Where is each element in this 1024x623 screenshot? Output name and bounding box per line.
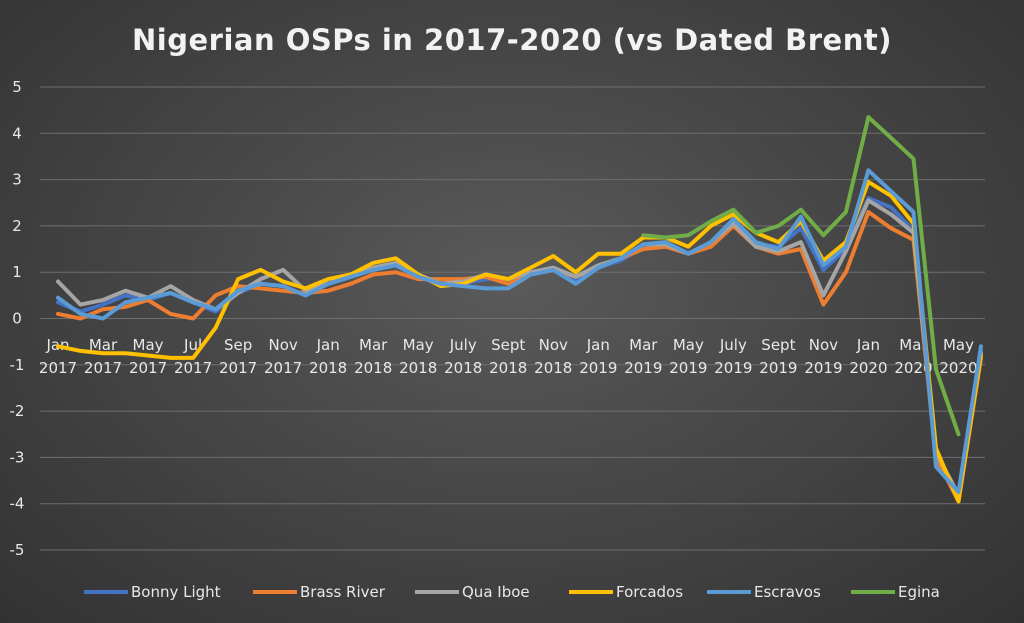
x-tick-label-year: 2020 (894, 359, 932, 377)
x-tick-label-year: 2017 (39, 359, 77, 377)
x-tick-label-year: 2019 (804, 359, 842, 377)
x-tick-label-month: May (673, 336, 704, 354)
y-tick-label: -4 (10, 495, 25, 513)
gridlines (40, 86, 985, 551)
y-tick-label: 5 (12, 78, 22, 96)
x-tick-label-month: July (719, 336, 747, 354)
x-tick-label-year: 2017 (219, 359, 257, 377)
x-tick-label-month: Jan (316, 336, 340, 354)
x-tick-label-month: July (449, 336, 477, 354)
chart-title: Nigerian OSPs in 2017-2020 (vs Dated Bre… (132, 23, 892, 57)
x-tick-label-month: Mar (359, 336, 388, 354)
legend-label-escravos: Escravos (754, 583, 821, 601)
x-tick-label-month: Mar (629, 336, 658, 354)
y-tick-label: -5 (10, 541, 25, 559)
series-lines (56, 115, 983, 504)
x-tick-label-year: 2020 (849, 359, 887, 377)
y-tick-label: -1 (10, 356, 25, 374)
x-tick-label-year: 2017 (129, 359, 167, 377)
legend-label-forcados: Forcados (616, 583, 683, 601)
x-tick-label-month: Nov (809, 336, 838, 354)
x-tick-label-month: May (133, 336, 164, 354)
x-tick-label-year: 2017 (84, 359, 122, 377)
x-tick-label-year: 2019 (759, 359, 797, 377)
x-tick-label-year: 2019 (669, 359, 707, 377)
x-tick-label-year: 2017 (264, 359, 302, 377)
x-tick-label-month: Mar (89, 336, 118, 354)
x-tick-label-month: Nov (539, 336, 568, 354)
legend-label-egina: Egina (898, 583, 940, 601)
y-tick-label: 3 (12, 171, 22, 189)
y-tick-label: 4 (12, 124, 22, 142)
legend-label-brass-river: Brass River (300, 583, 386, 601)
x-tick-label-year: 2020 (939, 359, 977, 377)
y-tick-label: 2 (12, 217, 22, 235)
x-tick-label-month: Sept (491, 336, 525, 354)
x-tick-label-year: 2019 (714, 359, 752, 377)
x-tick-label-year: 2018 (354, 359, 392, 377)
x-tick-label-month: May (943, 336, 974, 354)
x-tick-label-month: Sep (224, 336, 252, 354)
series-line-forcados (56, 179, 983, 504)
y-tick-label: 1 (12, 263, 22, 281)
x-tick-label-month: Mar (899, 336, 928, 354)
legend: Bonny Light Brass River Qua Iboe Forcados Es… (84, 583, 940, 601)
y-axis-ticks: 5 4 3 2 1 0 -1 -2 -3 -4 -5 (10, 78, 25, 559)
x-tick-label-year: 2018 (444, 359, 482, 377)
y-tick-label: -2 (10, 402, 25, 420)
x-tick-label-year: 2019 (624, 359, 662, 377)
series-line-escravos (56, 168, 983, 495)
x-tick-label-year: 2019 (579, 359, 617, 377)
x-tick-label-year: 2018 (309, 359, 347, 377)
y-tick-label: -3 (10, 448, 25, 466)
series-line-egina (641, 115, 961, 437)
x-tick-label-year: 2018 (534, 359, 572, 377)
x-tick-label-month: Jan (586, 336, 610, 354)
x-tick-label-year: 2018 (399, 359, 437, 377)
x-tick-label-year: 2017 (174, 359, 212, 377)
legend-label-qua-iboe: Qua Iboe (462, 583, 530, 601)
legend-label-bonny-light: Bonny Light (131, 583, 221, 601)
x-tick-label-month: Nov (268, 336, 297, 354)
x-tick-label-month: Sept (761, 336, 795, 354)
x-tick-label-year: 2018 (489, 359, 527, 377)
x-tick-label-month: May (403, 336, 434, 354)
y-tick-label: 0 (12, 310, 22, 328)
x-tick-label-month: Jan (856, 336, 880, 354)
